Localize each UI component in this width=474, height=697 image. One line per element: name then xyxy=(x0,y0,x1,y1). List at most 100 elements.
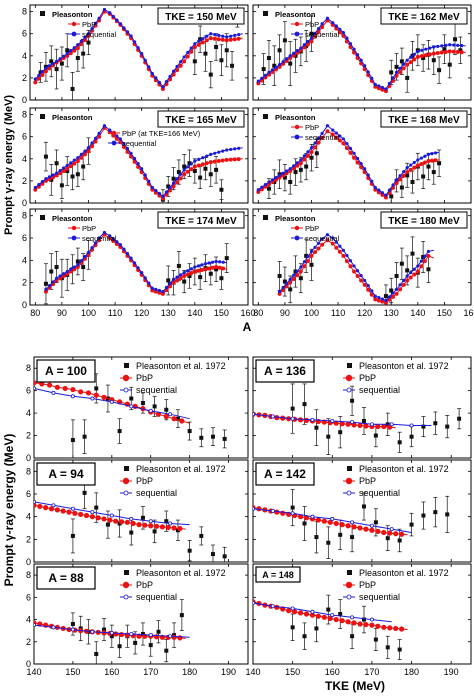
sequential-point xyxy=(263,182,268,187)
sequential-point xyxy=(309,36,314,40)
pbp-point xyxy=(373,297,378,302)
pbp-point xyxy=(321,614,327,620)
y-tick-label: 4 xyxy=(22,255,27,265)
pbp-point xyxy=(113,631,119,637)
sequential-point xyxy=(83,255,87,259)
sequential-point xyxy=(197,39,201,43)
pbp-point xyxy=(118,519,125,525)
sequential-point xyxy=(205,34,209,38)
sequential-point xyxy=(426,152,431,156)
pbp-point xyxy=(204,161,209,166)
sequential-point xyxy=(310,514,315,519)
pbp-point xyxy=(327,615,333,622)
pbp-point xyxy=(97,134,102,139)
sequential-point xyxy=(256,79,260,83)
sequential-line xyxy=(253,413,432,426)
pbp-point xyxy=(189,167,194,172)
pleasonton-point xyxy=(437,161,442,166)
sequential-point xyxy=(432,45,436,49)
sequential-point xyxy=(416,158,420,162)
legend-marker-pbp xyxy=(294,124,300,130)
sequential-point xyxy=(270,414,275,419)
panel-label-box xyxy=(380,211,468,229)
pbp-point xyxy=(60,508,66,514)
pbp-point xyxy=(216,37,221,42)
sequential-point xyxy=(402,170,406,174)
panel-label-box xyxy=(36,462,96,486)
sequential-point xyxy=(62,166,66,170)
pleasonton-point xyxy=(175,416,180,421)
sequential-point xyxy=(102,230,107,235)
pbp-point xyxy=(217,265,222,270)
legend-label: Pleasonton xyxy=(275,113,316,122)
sequential-point xyxy=(325,233,330,237)
sequential-point xyxy=(260,76,264,80)
sequential-point xyxy=(79,259,83,263)
pbp-point xyxy=(292,609,298,615)
sequential-point xyxy=(398,66,402,70)
pbp-point xyxy=(130,520,136,527)
sequential-point xyxy=(40,180,45,184)
sequential-point xyxy=(341,248,345,252)
pbp-point xyxy=(182,172,187,177)
pbp-point xyxy=(185,54,190,59)
legend-marker-pbp xyxy=(294,225,300,231)
sequential-point xyxy=(452,43,456,47)
pleasonton-point xyxy=(182,164,187,169)
pbp-point xyxy=(431,51,436,56)
pbp-point xyxy=(333,616,339,623)
sequential-point xyxy=(260,185,264,189)
pleasonton-point xyxy=(373,433,378,438)
pleasonton-point xyxy=(326,434,331,439)
sequential-point xyxy=(350,615,355,620)
sequential-point xyxy=(221,34,225,38)
pbp-point xyxy=(345,523,351,529)
pbp-point xyxy=(415,54,420,59)
pbp-point xyxy=(344,146,349,151)
pbp-point xyxy=(399,626,405,632)
pleasonton-point xyxy=(176,170,181,175)
sequential-point xyxy=(352,151,356,155)
pleasonton-point xyxy=(208,72,213,77)
y-tick-label: 8 xyxy=(22,211,27,221)
pleasonton-point xyxy=(208,172,213,177)
pbp-point xyxy=(426,253,431,258)
pbp-point xyxy=(345,421,351,427)
legend-label: PbP xyxy=(82,224,96,233)
sequential-point xyxy=(161,194,165,198)
x-tick-label: 150 xyxy=(285,667,300,677)
pbp-point xyxy=(305,153,310,158)
legend-marker-sequential xyxy=(346,387,352,393)
pleasonton-point xyxy=(421,174,426,179)
y-tick-label: 6 xyxy=(22,233,27,243)
legend-marker-pbp xyxy=(71,225,77,231)
legend-label: PbP xyxy=(305,20,319,29)
pbp-point xyxy=(118,631,125,638)
sequential-point xyxy=(409,55,413,59)
chart-panel: 0 2 4 6 8 TKE = 150 MeV PleasontonPbPsequentia… xyxy=(22,4,249,105)
sequential-point xyxy=(394,178,399,182)
pbp-point xyxy=(422,259,427,264)
bottom-ylabel: Prompt γ-ray energy (MeV) xyxy=(2,434,16,587)
sequential-point xyxy=(90,396,95,401)
pbp-point xyxy=(333,520,339,527)
sequential-point xyxy=(316,241,321,245)
x-tick-label: 140 xyxy=(26,667,41,677)
pbp-point xyxy=(208,36,213,41)
legend-marker-sequential xyxy=(71,235,77,241)
pleasonton-point xyxy=(94,652,99,656)
sequential-point xyxy=(62,54,66,58)
sequential-point xyxy=(125,252,130,256)
pleasonton-point xyxy=(457,416,462,421)
sequential-point xyxy=(136,266,140,270)
sequential-point xyxy=(168,74,172,79)
sequential-point xyxy=(193,159,197,163)
pbp-point xyxy=(61,168,66,173)
pleasonton-point xyxy=(272,63,277,68)
panel-data xyxy=(33,5,243,100)
pleasonton-point xyxy=(421,513,426,518)
legend-label: sequential xyxy=(305,234,340,243)
pleasonton-point xyxy=(230,63,235,68)
sequential-point xyxy=(389,527,394,532)
